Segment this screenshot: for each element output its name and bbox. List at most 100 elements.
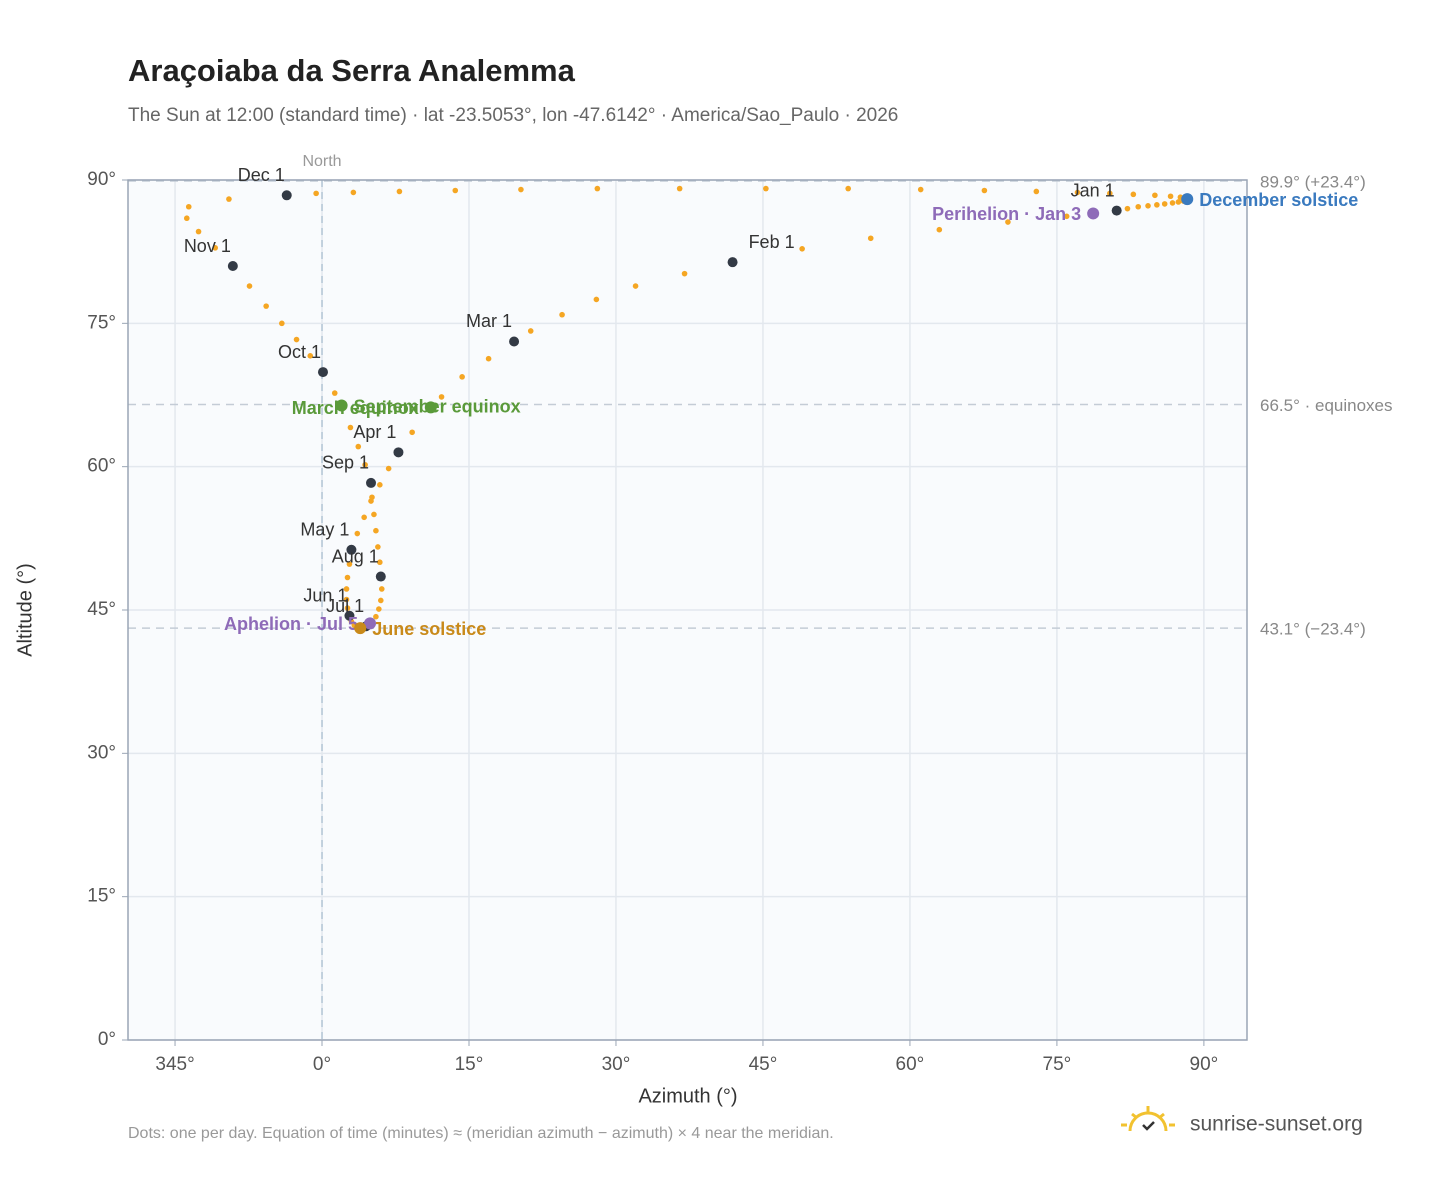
x-tick-label: 0° (313, 1054, 331, 1075)
month-marker (281, 190, 292, 201)
day-dot (185, 203, 192, 210)
day-dot (279, 320, 285, 327)
day-dot (867, 235, 874, 242)
month-label: Jul 1 (326, 596, 364, 616)
day-dot (1124, 205, 1131, 212)
reference-label: 89.9° (+23.4°) (1260, 172, 1366, 191)
day-dot (518, 186, 524, 193)
x-tick-label: 90° (1190, 1054, 1219, 1075)
day-dot (593, 296, 600, 303)
day-dot (369, 494, 375, 501)
day-dot (527, 328, 534, 334)
day-dot (1161, 201, 1168, 207)
day-dot (1145, 203, 1151, 209)
day-dot (396, 188, 403, 195)
day-dot (371, 511, 377, 518)
y-tick-label: 30° (87, 742, 116, 763)
y-tick-label: 60° (87, 456, 116, 477)
day-dot (1005, 219, 1011, 225)
x-tick-label: 45° (749, 1054, 778, 1075)
day-dot (845, 185, 851, 192)
day-dot (1154, 202, 1160, 208)
day-dot (981, 187, 988, 194)
day-dot (1130, 191, 1137, 198)
month-marker (509, 336, 520, 347)
north-label: North (302, 153, 341, 170)
month-marker (346, 544, 357, 555)
month-marker (375, 571, 386, 582)
month-label: Nov 1 (184, 236, 231, 256)
day-dot (373, 613, 379, 620)
brand-text: sunrise-sunset.org (1190, 1113, 1363, 1136)
event-label: December solstice (1199, 190, 1358, 210)
event-label: Aphelion · Jul 5 (224, 614, 358, 634)
day-dot (343, 596, 350, 603)
day-dot (350, 189, 357, 196)
day-dot (246, 283, 253, 289)
day-dot (263, 303, 269, 309)
y-tick-label: 15° (87, 886, 116, 907)
day-dot (376, 606, 382, 612)
reference-label: 43.1° (−23.4°) (1260, 620, 1366, 639)
event-marker (354, 622, 367, 635)
day-dot (681, 270, 688, 277)
day-dot (355, 443, 362, 450)
month-label: Oct 1 (278, 342, 321, 362)
month-label: May 1 (300, 520, 349, 540)
event-marker (424, 401, 437, 414)
day-dot (459, 374, 465, 380)
day-dot (632, 283, 639, 289)
event-marker (1181, 193, 1194, 206)
x-tick-label: 60° (896, 1054, 925, 1075)
day-dot (313, 190, 319, 197)
day-dot (354, 530, 361, 537)
month-marker (393, 447, 404, 458)
day-dot (1063, 213, 1070, 220)
day-dot (344, 605, 351, 611)
month-marker (727, 257, 738, 268)
day-dot (346, 561, 353, 567)
event-label: September equinox (354, 396, 521, 416)
reference-label: 66.5° · equinoxes (1260, 396, 1393, 415)
day-dot (377, 559, 383, 566)
month-marker (1111, 205, 1122, 216)
x-tick-label: 15° (455, 1054, 484, 1075)
plot-border (127, 179, 1248, 1041)
month-marker (227, 261, 238, 271)
month-marker (317, 367, 328, 378)
y-tick-label: 75° (87, 312, 116, 333)
day-dot (559, 311, 565, 318)
x-tick-label: 30° (602, 1054, 631, 1075)
day-dot (1107, 190, 1113, 197)
chart-title: Araçoiaba da Serra Analemma (128, 53, 576, 88)
day-dot (799, 246, 805, 252)
month-label: Jun 1 (303, 585, 347, 605)
day-dot (307, 353, 314, 359)
day-dot (1167, 193, 1174, 200)
day-dot (375, 544, 381, 550)
day-dot (331, 390, 338, 396)
month-marker (344, 610, 355, 621)
x-tick-label: 75° (1043, 1054, 1072, 1075)
day-dot (594, 185, 601, 192)
chart-subtitle: The Sun at 12:00 (standard time) · lat -… (128, 105, 898, 126)
day-dot (195, 228, 202, 235)
day-dot (763, 185, 769, 192)
day-dot (385, 465, 392, 472)
day-dot (378, 586, 385, 592)
y-tick-label: 90° (87, 169, 116, 190)
x-axis-label: Azimuth (°) (638, 1085, 737, 1107)
day-dot (1074, 189, 1081, 196)
day-dot (293, 336, 300, 343)
day-dot (378, 597, 384, 604)
day-dot (373, 527, 379, 534)
event-marker (1087, 207, 1100, 220)
day-dot (676, 185, 683, 192)
day-dot (347, 424, 354, 431)
day-dot (936, 226, 943, 233)
month-label: Mar 1 (466, 311, 512, 331)
day-dot (1152, 192, 1158, 199)
month-label: Sep 1 (322, 453, 369, 473)
y-tick-label: 45° (87, 599, 116, 620)
